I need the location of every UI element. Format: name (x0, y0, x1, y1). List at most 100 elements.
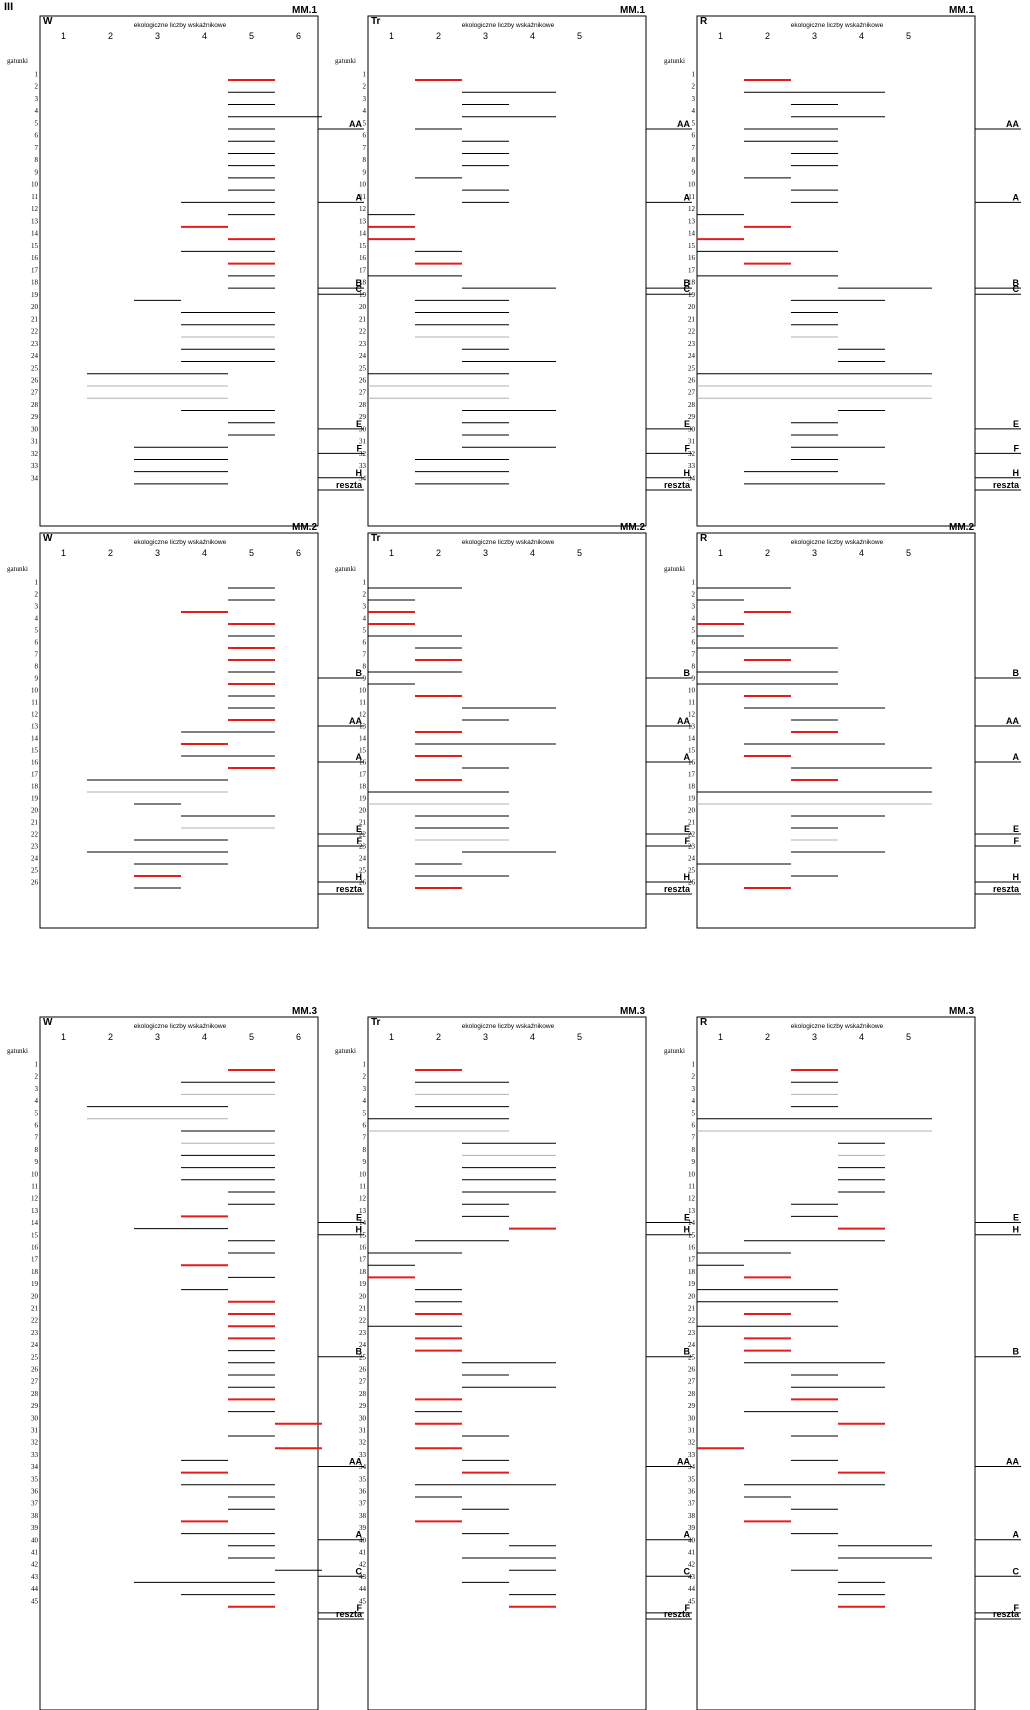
panel-title: ekologiczne liczby wskaźnikowe (462, 1023, 555, 1030)
x-tick-label: 3 (812, 31, 817, 41)
species-number: 15 (688, 1231, 696, 1239)
species-number: 30 (359, 1414, 367, 1422)
species-number: 38 (688, 1512, 696, 1520)
species-number: 12 (31, 711, 39, 719)
species-number: 23 (31, 1329, 39, 1337)
species-number: 11 (359, 699, 366, 707)
y-axis-label: gatunki (664, 1047, 685, 1055)
group-label: E (684, 824, 690, 834)
group-label: B (1013, 1347, 1020, 1357)
species-number: 24 (31, 855, 39, 863)
species-number: 18 (688, 783, 696, 791)
x-tick-label: 5 (249, 31, 254, 41)
panel-index-label: Tr (371, 533, 381, 544)
species-number: 11 (31, 699, 38, 707)
species-number: 24 (31, 352, 39, 360)
x-tick-label: 4 (202, 548, 207, 558)
species-number: 19 (359, 291, 367, 299)
species-number: 6 (363, 132, 367, 140)
x-tick-label: 2 (765, 31, 770, 41)
species-number: 28 (31, 1390, 39, 1398)
species-number: 2 (692, 83, 696, 91)
species-number: 13 (359, 1207, 367, 1215)
species-number: 18 (688, 279, 696, 287)
species-number: 2 (35, 591, 39, 599)
x-tick-label: 5 (249, 548, 254, 558)
species-number: 22 (31, 328, 39, 336)
species-number: 7 (35, 1134, 39, 1142)
species-number: 26 (359, 879, 367, 887)
species-number: 19 (688, 1280, 696, 1288)
species-number: 27 (359, 1378, 367, 1386)
species-number: 23 (359, 340, 367, 348)
species-number: 21 (688, 819, 696, 827)
species-number: 30 (31, 1414, 39, 1422)
species-number: 11 (688, 699, 695, 707)
species-number: 21 (31, 315, 39, 323)
species-number: 11 (688, 193, 695, 201)
group-label: reszta (993, 1609, 1020, 1619)
x-tick-label: 3 (812, 548, 817, 558)
species-number: 7 (692, 1134, 696, 1142)
species-number: 28 (688, 1390, 696, 1398)
species-number: 13 (31, 1207, 39, 1215)
group-label: AA (1006, 119, 1019, 129)
species-number: 7 (692, 651, 696, 659)
x-tick-label: 2 (436, 1032, 441, 1042)
panel-index-label: R (700, 1017, 708, 1028)
panel-frame (696, 532, 976, 929)
species-number: 30 (688, 1414, 696, 1422)
species-number: 16 (688, 759, 696, 767)
species-number: 21 (31, 819, 39, 827)
species-number: 4 (35, 615, 39, 623)
species-number: 24 (31, 1341, 39, 1349)
species-number: 28 (31, 401, 39, 409)
x-tick-label: 1 (389, 548, 394, 558)
species-number: 5 (692, 1109, 696, 1117)
panel-frame (367, 1016, 647, 1710)
species-number: 30 (688, 425, 696, 433)
species-number: 21 (359, 1305, 367, 1313)
species-number: 19 (31, 291, 39, 299)
group-label: C (356, 284, 363, 294)
species-number: 34 (31, 474, 39, 482)
species-number: 16 (359, 254, 367, 262)
species-number: 4 (363, 107, 367, 115)
panel-title: ekologiczne liczby wskaźnikowe (791, 22, 884, 29)
x-tick-label: 4 (530, 1032, 535, 1042)
species-number: 44 (688, 1585, 696, 1593)
species-number: 11 (31, 1183, 38, 1191)
species-number: 20 (688, 807, 696, 815)
species-number: 41 (359, 1549, 367, 1557)
x-tick-label: 3 (812, 1032, 817, 1042)
species-number: 20 (359, 303, 367, 311)
panel-index-label: R (700, 16, 708, 27)
group-label: C (684, 284, 691, 294)
species-number: 5 (363, 119, 367, 127)
species-number: 10 (31, 1170, 39, 1178)
species-number: 14 (31, 735, 39, 743)
species-number: 19 (31, 795, 39, 803)
panel-title: ekologiczne liczby wskaźnikowe (134, 1023, 227, 1030)
species-number: 10 (31, 687, 39, 695)
species-number: 11 (359, 193, 366, 201)
species-number: 17 (688, 771, 696, 779)
y-axis-label: gatunki (7, 565, 28, 573)
species-number: 4 (35, 1097, 39, 1105)
species-number: 15 (359, 1231, 367, 1239)
species-number: 5 (35, 1109, 39, 1117)
group-label: C (356, 1566, 363, 1576)
species-number: 32 (31, 450, 39, 458)
species-number: 22 (688, 1317, 696, 1325)
species-number: 4 (363, 1097, 367, 1105)
species-number: 24 (688, 1341, 696, 1349)
species-number: 44 (31, 1585, 39, 1593)
species-number: 11 (359, 1183, 366, 1191)
x-tick-label: 5 (577, 1032, 582, 1042)
species-number: 6 (35, 639, 39, 647)
species-number: 12 (31, 205, 39, 213)
panel-index-label: W (43, 16, 53, 27)
species-number: 25 (688, 364, 696, 372)
species-number: 37 (688, 1500, 696, 1508)
species-number: 9 (363, 675, 367, 683)
